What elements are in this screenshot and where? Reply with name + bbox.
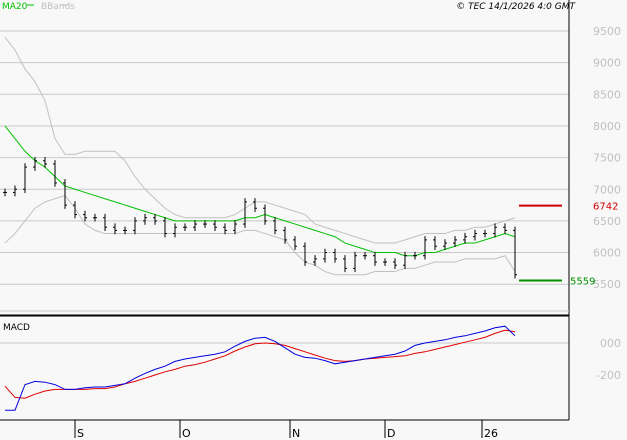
legend-ma20: MA20 (2, 2, 28, 12)
price-bar (123, 226, 127, 235)
price-bar (463, 232, 467, 244)
price-axis-label: 6000 (593, 247, 621, 260)
price-bar (503, 223, 507, 235)
price-bar (243, 198, 247, 228)
price-bar (203, 220, 207, 228)
price-bar (453, 236, 457, 247)
x-axis-label: 26 (484, 427, 498, 440)
x-axis-label: D (387, 427, 395, 440)
price-bar (183, 223, 187, 232)
price-bar (373, 251, 377, 266)
price-bar (383, 258, 387, 266)
price-bar (233, 220, 237, 235)
price-bar (443, 239, 447, 251)
price-bar (493, 223, 497, 238)
price-level-label: 6742 (593, 202, 618, 213)
price-bar (313, 255, 317, 266)
x-axis-label: N (292, 427, 300, 440)
price-bar (293, 236, 297, 251)
price-bar (143, 213, 147, 225)
price-axis-label: 9000 (593, 57, 621, 70)
price-bar (103, 213, 107, 232)
price-bar (253, 198, 257, 213)
price-bar (263, 204, 267, 225)
price-bar (213, 220, 217, 232)
copyright-timestamp: © TEC 14/1/2026 4:0 GMT (456, 2, 576, 12)
price-bar (193, 220, 197, 232)
price-bar (33, 156, 37, 171)
price-bar (273, 217, 277, 235)
price-bar (13, 185, 17, 197)
price-bar (43, 156, 47, 168)
price-axis-label: 6500 (593, 215, 621, 228)
price-bar (303, 242, 307, 266)
price-bar (133, 217, 137, 235)
price-bar (153, 213, 157, 225)
price-axis-label: 7500 (593, 152, 621, 165)
x-axis-label: O (182, 427, 191, 440)
bband-upper-line (4, 37, 516, 244)
macd-axis-label: -200 (596, 369, 621, 382)
price-bar (393, 258, 397, 270)
price-bar (63, 179, 67, 209)
price-bar (363, 251, 367, 260)
price-bar (353, 251, 357, 273)
price-bar (333, 248, 337, 263)
price-bar (343, 255, 347, 273)
macd-line (5, 325, 516, 411)
price-axis-label: 8000 (593, 120, 621, 133)
price-bar (323, 248, 327, 263)
price-bar (93, 213, 97, 222)
price-bar (163, 217, 167, 238)
price-bar (53, 160, 57, 187)
price-bar (73, 201, 77, 219)
price-bar (413, 251, 417, 260)
price-level-label: 5559 (570, 276, 595, 287)
legend-bbands: BBands (41, 2, 75, 12)
ma20-line (4, 125, 516, 257)
price-bar (513, 226, 517, 279)
price-bar (433, 236, 437, 251)
macd-title: MACD (3, 323, 30, 333)
price-axis-label: 5500 (593, 278, 621, 291)
price-bar (3, 188, 7, 197)
price-axis-label: 7000 (593, 183, 621, 196)
macd-signal-line (4, 329, 516, 399)
macd-axis-label: 000 (600, 337, 621, 350)
price-bar (403, 251, 407, 270)
price-axis-label: 9500 (593, 25, 621, 38)
price-bar (113, 223, 117, 235)
price-bar (223, 223, 227, 235)
price-bar (283, 226, 287, 244)
price-bar (473, 229, 477, 241)
price-bar (23, 163, 27, 194)
price-bar (173, 223, 177, 238)
price-axis-label: 8500 (593, 88, 621, 101)
price-bar (483, 229, 487, 238)
x-axis-label: S (77, 427, 84, 440)
bband-lower-line (4, 194, 516, 276)
price-bar (423, 236, 427, 260)
price-bar (83, 210, 87, 222)
